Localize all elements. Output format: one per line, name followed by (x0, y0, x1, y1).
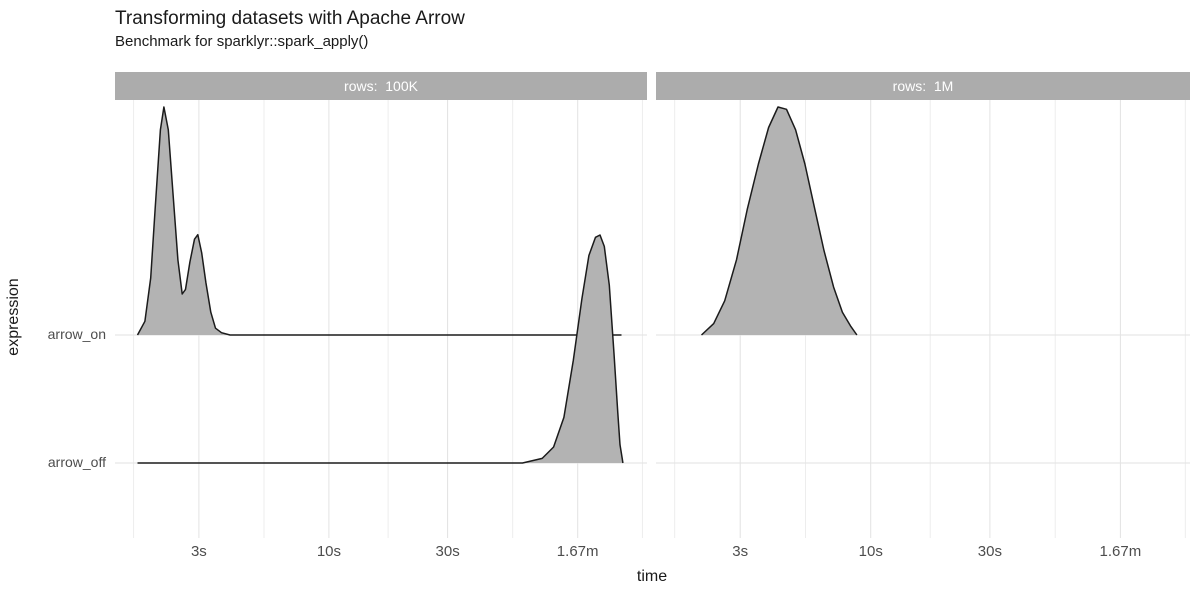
x-tick-label: 30s (977, 543, 1002, 560)
density-curve-arrow_on (700, 106, 858, 336)
x-tick-label: 10s (858, 543, 883, 560)
plot-subtitle: Benchmark for sparklyr::spark_apply() (115, 33, 369, 50)
y-tick-label-arrow_on: arrow_on (47, 326, 106, 342)
plot-title: Transforming datasets with Apache Arrow (115, 8, 465, 29)
x-tick-label: 3s (732, 543, 749, 560)
x-tick-label: 3s (190, 543, 207, 560)
density-curve-arrow_off (137, 234, 624, 464)
x-tick-label: 1.67m (556, 543, 599, 560)
facet-strip-label: rows: 100K (344, 78, 418, 94)
x-tick-label: 10s (316, 543, 342, 560)
facet-strip-1m: rows: 1M (656, 72, 1190, 100)
facet-strip-label: rows: 1M (892, 78, 954, 94)
facet-panel-1m (656, 100, 1190, 538)
x-tick-label: 30s (435, 543, 460, 560)
y-axis-title: expression (5, 278, 22, 356)
x-tick-label: 1.67m (1099, 543, 1142, 560)
facet-strip-100k: rows: 100K (115, 72, 647, 100)
x-axis-title: time (636, 568, 668, 585)
y-tick-label-arrow_off: arrow_off (47, 454, 106, 470)
facet-panel-100k (115, 100, 647, 538)
density-curve-arrow_on (136, 106, 622, 336)
